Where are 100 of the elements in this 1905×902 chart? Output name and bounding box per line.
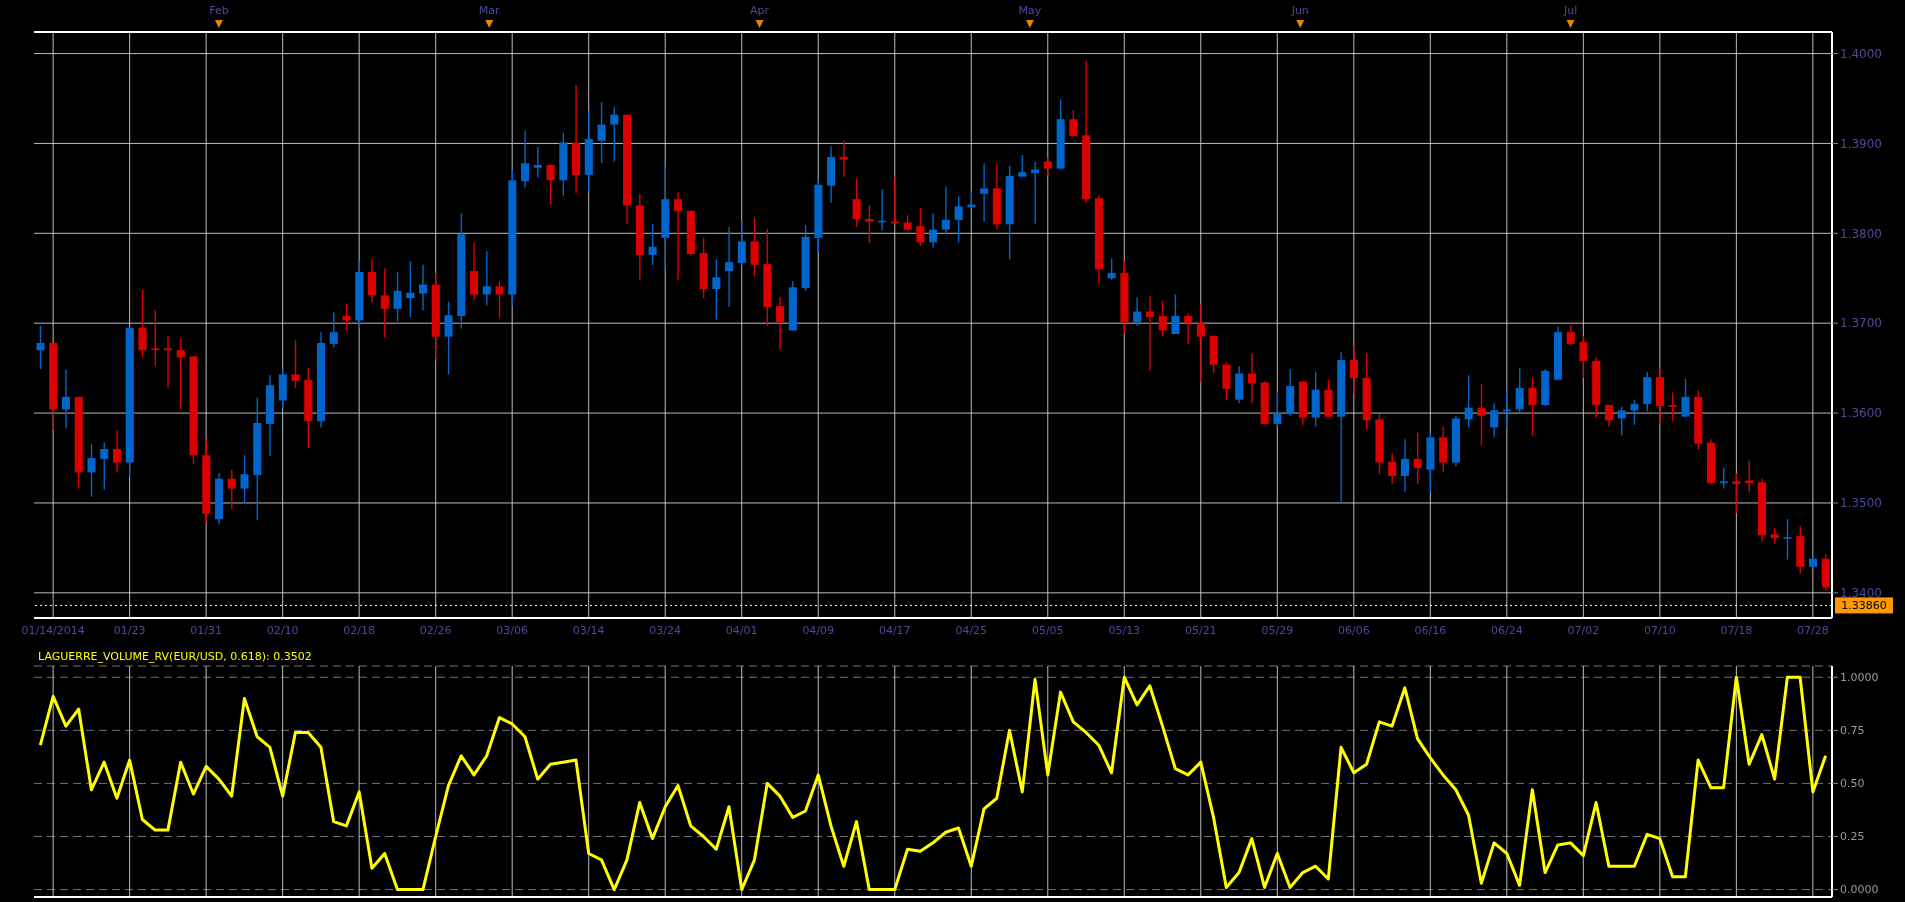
candlestick: [1464, 374, 1473, 429]
candlestick: [674, 191, 683, 281]
x-tick-label: 07/10: [1644, 623, 1676, 637]
y-tick-label: 1.3500: [1840, 496, 1882, 511]
candlestick: [393, 271, 402, 323]
candlestick: [776, 296, 785, 350]
y-tick-label: 1.3700: [1840, 316, 1882, 331]
candlestick: [1247, 353, 1256, 404]
candlestick: [648, 223, 657, 266]
y-tick-label: 1.0000: [1840, 671, 1879, 685]
candlestick: [1502, 389, 1511, 430]
chart-title: LAGUERRE_VOLUME_RV(EUR/USD, 0.618): 0.3502: [38, 650, 312, 663]
x-tick-label: 05/05: [1031, 623, 1064, 637]
text: Jun: [1290, 4, 1309, 17]
x-tick-label: 03/06: [496, 623, 529, 637]
candlestick: [546, 163, 555, 206]
x-tick-label: 02/18: [343, 623, 376, 637]
candlestick: [1477, 383, 1486, 447]
candlestick: [1273, 390, 1282, 428]
candlestick: [1681, 378, 1690, 418]
candlestick: [240, 454, 249, 505]
candlestick: [151, 309, 160, 367]
candlestick: [1528, 377, 1537, 437]
y-tick-label: 1.3600: [1840, 406, 1882, 421]
y-tick-label: 0.25: [1840, 830, 1865, 844]
candlestick: [482, 250, 491, 306]
candlestick: [852, 177, 861, 228]
candlestick: [380, 267, 389, 339]
x-tick-label: 04/01: [725, 623, 758, 637]
candlestick: [1400, 438, 1409, 493]
candlestick: [1579, 335, 1588, 379]
x-tick-label: 06/16: [1414, 623, 1447, 637]
x-tick-label: 06/24: [1490, 623, 1523, 637]
candlestick: [916, 207, 925, 247]
candlestick: [342, 302, 351, 332]
candlestick: [941, 185, 950, 235]
text: Jul: [1562, 4, 1578, 17]
ref-line-label: 1.33860: [1841, 599, 1887, 613]
candlestick: [36, 325, 45, 370]
candlestick: [1145, 295, 1154, 372]
candlestick: [521, 130, 530, 189]
candlestick: [1171, 293, 1180, 335]
candlestick: [163, 335, 173, 389]
candlestick: [980, 162, 989, 223]
x-tick-label: 02/26: [419, 623, 452, 637]
x-tick-label: 04/09: [802, 623, 835, 637]
x-tick-label: 04/25: [955, 623, 988, 637]
x-tick-label: 01/14/2014: [21, 623, 85, 637]
candlestick: [470, 241, 479, 301]
y-tick-label: 1.3900: [1840, 136, 1882, 151]
candlestick: [1719, 467, 1728, 490]
candlestick: [929, 212, 938, 249]
candlestick: [1184, 312, 1193, 345]
candlestick: [87, 442, 96, 498]
candlestick: [1732, 472, 1741, 514]
candlestick: [291, 339, 300, 389]
candlestick: [1018, 154, 1027, 178]
candlestick: [1413, 432, 1422, 485]
line-series: [38, 675, 1828, 892]
x-tick-label: 06/06: [1337, 623, 1370, 637]
candlestick: [954, 195, 963, 244]
candlestick: [1133, 296, 1142, 327]
candlestick: [1617, 406, 1626, 437]
candlestick: [1107, 257, 1116, 281]
candlestick: [1069, 109, 1078, 137]
candlestick: [610, 105, 619, 163]
candlestick: [712, 258, 721, 321]
x-tick-label: 04/17: [878, 623, 911, 637]
text: Apr: [750, 4, 770, 17]
y-tick-label: 0.50: [1840, 777, 1865, 791]
candlestick: [444, 300, 453, 376]
candlestick: [419, 264, 428, 312]
candlestick: [1668, 391, 1677, 422]
x-tick-label: 03/14: [572, 623, 605, 637]
x-tick-label: 01/23: [113, 623, 146, 637]
candlestick: [1745, 460, 1754, 493]
candlestick: [1158, 300, 1167, 338]
candlestick: [597, 101, 606, 164]
candlestick: [176, 337, 185, 411]
y-tick-label: 0.75: [1840, 724, 1865, 738]
x-tick-label: 07/02: [1567, 623, 1600, 637]
candlestick: [533, 146, 542, 179]
candlestick: [100, 442, 109, 491]
candlestick: [138, 289, 147, 359]
x-tick-label: 02/10: [266, 623, 299, 637]
x-tick-label: 05/13: [1108, 623, 1141, 637]
candlestick: [112, 429, 122, 474]
candlestick: [750, 216, 759, 278]
candlestick: [368, 258, 377, 304]
x-tick-label: 03/24: [649, 623, 682, 637]
text: Mar: [478, 4, 501, 17]
x-tick-label: 07/18: [1720, 623, 1753, 637]
x-tick-label: 07/28: [1797, 623, 1829, 637]
candlestick: [1515, 367, 1524, 414]
candlestick: [329, 311, 338, 349]
y-tick-label: 1.3800: [1840, 226, 1882, 241]
y-tick-label: 1.3400: [1840, 586, 1882, 601]
candlestick: [725, 226, 734, 308]
candlestick: [737, 220, 746, 267]
candlestick: [1196, 303, 1205, 384]
